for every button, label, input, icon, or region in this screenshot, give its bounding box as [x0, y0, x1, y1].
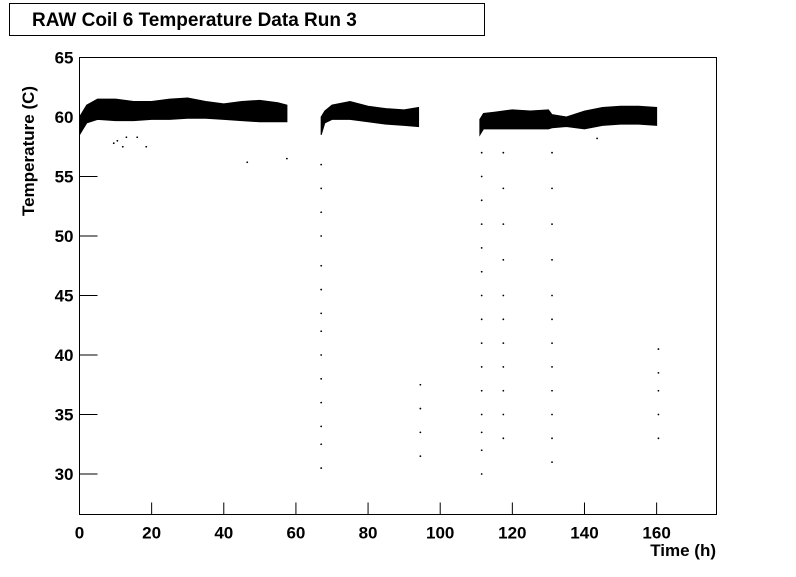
x-tick-label: 100 — [426, 524, 454, 543]
data-point — [116, 139, 119, 142]
data-point — [502, 437, 505, 440]
data-point — [480, 247, 483, 249]
data-point — [125, 136, 128, 139]
data-point — [657, 413, 660, 416]
data-point — [480, 270, 483, 273]
title-box — [9, 3, 485, 36]
x-tick-label: 40 — [214, 524, 233, 543]
data-point — [502, 187, 505, 190]
plot-frame — [79, 57, 717, 515]
data-point — [480, 473, 483, 475]
data-point — [480, 389, 483, 392]
data-point — [320, 211, 323, 214]
data-point — [419, 455, 422, 458]
data-point — [419, 383, 422, 386]
data-point — [480, 413, 483, 416]
data-point — [112, 142, 115, 145]
data-point — [320, 187, 323, 190]
data-point — [480, 175, 483, 178]
x-tick-label: 0 — [75, 524, 84, 543]
chart-title: RAW Coil 6 Temperature Data Run 3 — [32, 10, 357, 31]
data-point — [419, 407, 422, 410]
x-tick-label: 160 — [642, 524, 670, 543]
data-point — [551, 318, 553, 321]
data-point — [502, 342, 505, 345]
data-point — [480, 366, 483, 368]
data-point — [551, 223, 553, 226]
y-tick-label: 65 — [55, 49, 74, 68]
data-point — [320, 401, 323, 404]
y-tick-label: 60 — [55, 108, 74, 127]
data-point — [596, 137, 599, 140]
data-point — [320, 443, 323, 446]
data-point — [480, 449, 483, 452]
data-point — [502, 366, 505, 368]
data-point — [320, 330, 323, 333]
y-tick-label: 40 — [55, 346, 74, 365]
data-point — [551, 389, 553, 392]
y-tick-label: 30 — [55, 465, 74, 484]
data-point — [320, 425, 323, 428]
data-point — [121, 145, 124, 148]
data-point — [320, 377, 323, 380]
data-point — [502, 413, 505, 416]
x-tick-label: 60 — [286, 524, 305, 543]
data-point — [551, 461, 553, 464]
data-point — [502, 318, 505, 321]
y-tick-label: 50 — [55, 227, 74, 246]
data-point — [657, 371, 660, 374]
data-point — [551, 413, 553, 416]
data-point — [657, 437, 660, 440]
data-point — [657, 348, 660, 350]
y-tick-label: 55 — [55, 168, 74, 187]
data-point — [502, 258, 505, 261]
data-point — [502, 223, 505, 226]
data-point — [480, 318, 483, 321]
data-point — [246, 161, 249, 164]
x-tick-label: 80 — [359, 524, 378, 543]
temperature-band — [320, 101, 420, 136]
data-point — [145, 145, 148, 148]
y-axis-label: Temperature (C) — [19, 86, 38, 216]
data-point — [551, 342, 553, 345]
data-point — [502, 389, 505, 392]
y-tick-label: 35 — [55, 406, 74, 425]
data-point — [320, 163, 323, 166]
x-tick-label: 120 — [498, 524, 526, 543]
data-point — [136, 136, 139, 139]
data-point — [551, 366, 553, 368]
temperature-band — [479, 105, 658, 137]
data-point — [480, 151, 483, 154]
y-tick-label: 45 — [55, 287, 74, 306]
data-point — [502, 151, 505, 154]
data-point — [657, 389, 660, 392]
data-point — [480, 342, 483, 345]
data-point — [480, 199, 483, 202]
data-point — [320, 264, 323, 267]
data-point — [551, 294, 553, 297]
data-point — [320, 354, 323, 356]
data-point — [419, 431, 422, 434]
data-point — [551, 258, 553, 261]
x-axis-label: Time (h) — [650, 541, 716, 560]
data-point — [286, 157, 288, 160]
data-point — [551, 437, 553, 440]
data-point — [502, 294, 505, 297]
data-point — [320, 467, 323, 469]
data-point — [480, 223, 483, 226]
data-point — [551, 151, 553, 154]
data-point — [480, 431, 483, 434]
temperature-band — [79, 97, 288, 137]
x-tick-label: 20 — [142, 524, 161, 543]
data-point — [320, 235, 323, 237]
x-tick-label: 140 — [570, 524, 598, 543]
data-point — [320, 312, 323, 315]
data-point — [480, 294, 483, 297]
data-point — [551, 187, 553, 190]
data-point — [320, 288, 323, 291]
